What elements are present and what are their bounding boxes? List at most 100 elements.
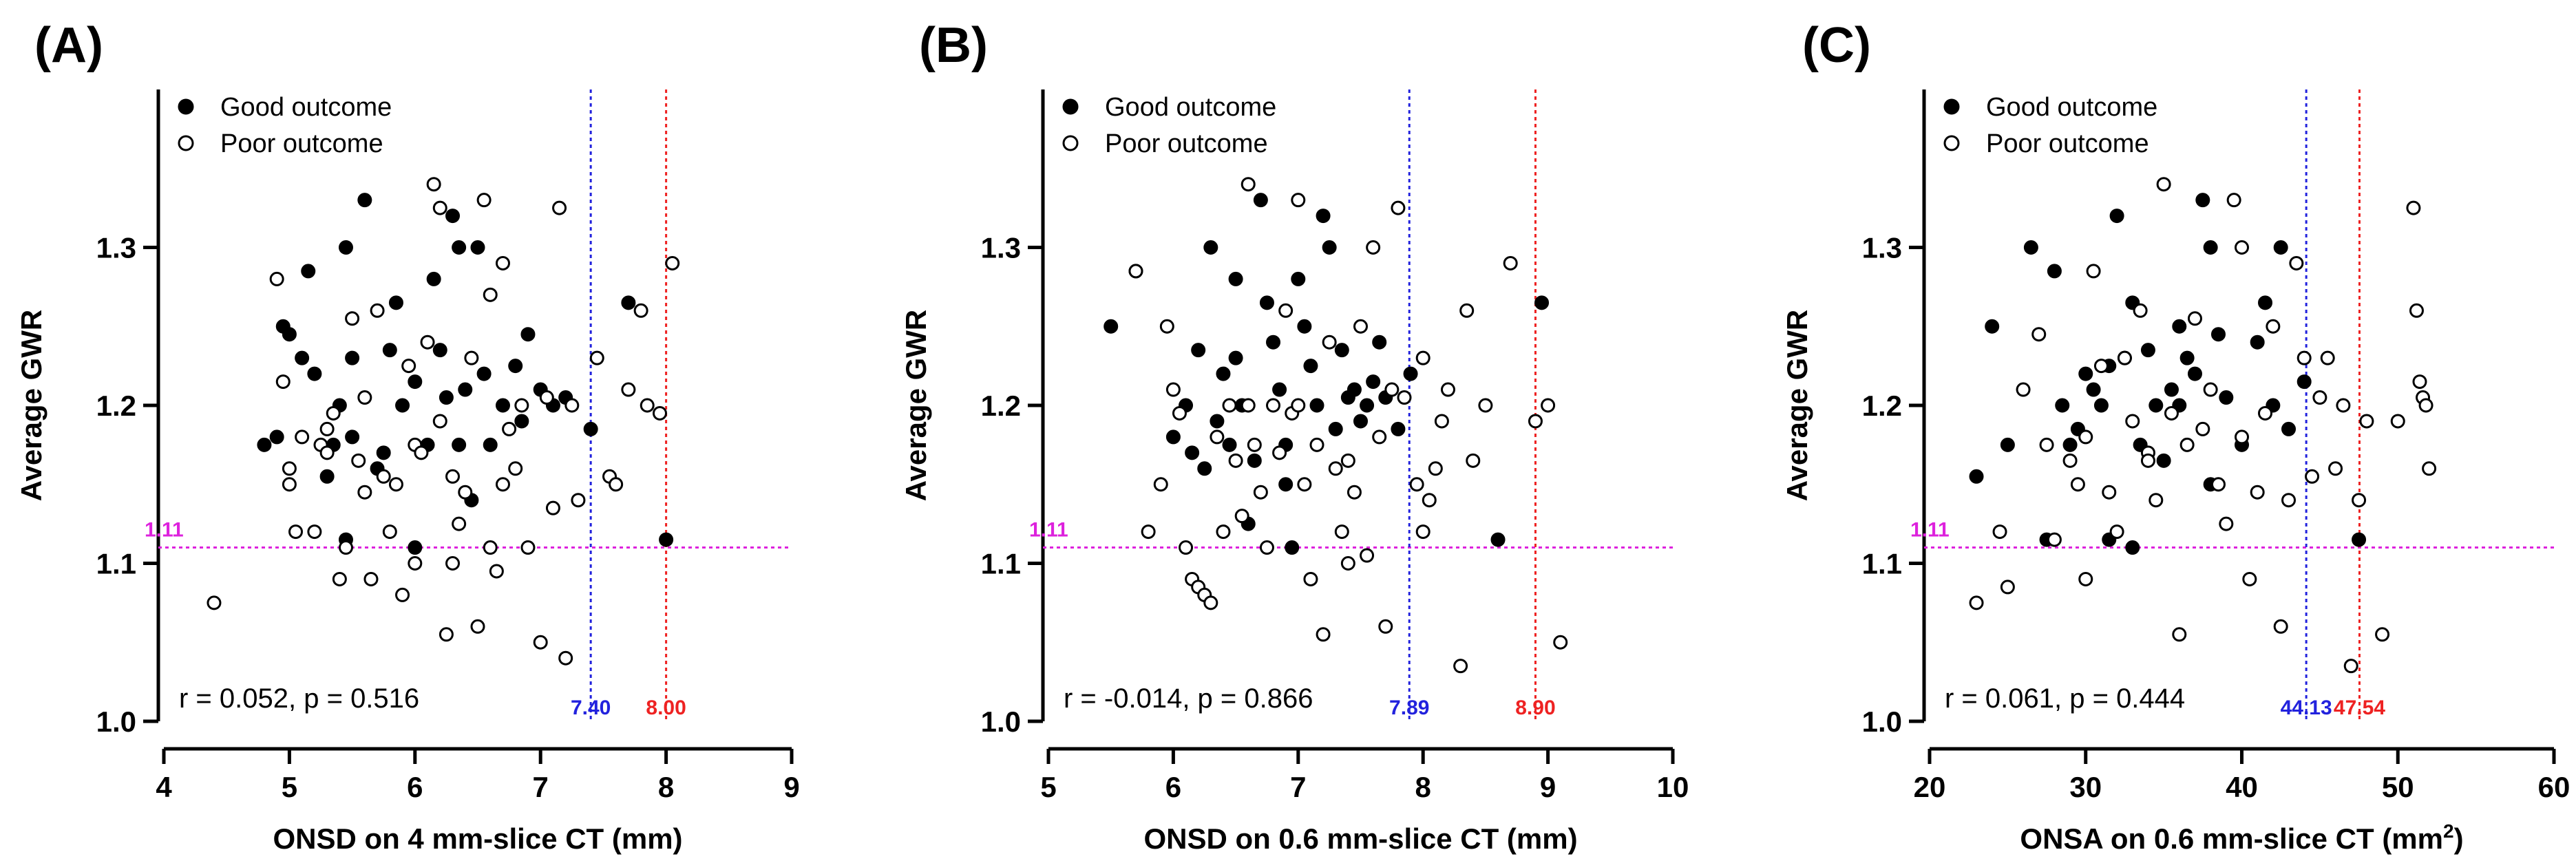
legend-poor-marker (1943, 135, 1960, 151)
poor-outcome-point (2297, 350, 2312, 365)
y-tick-label: 1.1 (1862, 548, 1902, 580)
good-outcome-point (2195, 193, 2210, 208)
y-axis-title: Average GWR (1781, 310, 1813, 502)
poor-outcome-point (326, 405, 341, 421)
x-tick-label: 60 (2538, 771, 2570, 803)
poor-outcome-point (1272, 445, 1287, 460)
x-axis-title-main: ONSD on 0.6 mm-slice CT (mm) (1143, 822, 1577, 855)
poor-outcome-point (1378, 619, 1393, 634)
good-outcome-point (1253, 193, 1268, 208)
good-outcome-point (2109, 209, 2124, 224)
good-outcome-point (319, 469, 335, 484)
poor-outcome-point (432, 200, 447, 215)
poor-outcome-point (452, 516, 467, 531)
poor-outcome-point (1422, 493, 1437, 508)
good-outcome-point (2125, 540, 2140, 555)
poor-outcome-point (2289, 255, 2304, 270)
poor-outcome-point (2187, 311, 2202, 326)
good-outcome-point (1303, 359, 1318, 374)
good-outcome-point (514, 414, 529, 429)
good-outcome-point (2210, 327, 2226, 342)
good-outcome-point (1403, 366, 1418, 381)
poor-outcome-point (319, 421, 335, 436)
good-outcome-point (1228, 271, 1243, 286)
good-outcome-point (1334, 343, 1349, 358)
x-axis-title-main: ONSA on 0.6 mm-slice CT (mm (2020, 822, 2443, 855)
poor-outcome-point (1128, 264, 1143, 279)
poor-outcome-point (1316, 627, 1331, 642)
poor-outcome-point (2140, 453, 2155, 468)
poor-outcome-point (665, 255, 680, 270)
poor-outcome-point (2179, 437, 2195, 452)
poor-outcome-point (357, 485, 372, 500)
good-outcome-point (408, 374, 423, 390)
poor-outcome-point (476, 193, 492, 208)
poor-outcome-point (495, 477, 510, 492)
panel-label: (A) (34, 18, 103, 73)
good-outcome-point (282, 327, 297, 342)
good-outcome-point (295, 350, 310, 365)
poor-outcome-point (2125, 414, 2140, 429)
legend-poor-marker (178, 135, 194, 151)
poor-outcome-point (1203, 595, 1218, 610)
poor-outcome-point (1309, 437, 1324, 452)
poor-outcome-point (508, 461, 523, 476)
poor-outcome-point (1428, 461, 1443, 476)
y-tick-label: 1.0 (981, 705, 1021, 738)
poor-outcome-point (445, 556, 461, 571)
good-outcome-point (1222, 437, 1237, 452)
good-outcome-point (1969, 469, 1984, 484)
poor-outcome-point (1366, 240, 1381, 255)
good-outcome-point (2164, 382, 2179, 397)
poor-outcome-point (1397, 390, 1412, 405)
poor-outcome-point (589, 350, 604, 365)
x-axis-title-main: ONSD on 4 mm-slice CT (mm) (273, 822, 682, 855)
good-outcome-point (2023, 240, 2038, 255)
poor-outcome-point (319, 445, 335, 460)
poor-outcome-point (1241, 177, 1256, 192)
good-outcome-point (2352, 532, 2367, 547)
poor-outcome-point (1969, 595, 1984, 610)
poor-outcome-point (388, 477, 403, 492)
poor-outcome-point (307, 524, 322, 540)
poor-outcome-point (2086, 264, 2101, 279)
x-tick-label: 8 (1415, 771, 1431, 803)
poor-outcome-point (1360, 548, 1375, 563)
good-outcome-point (2047, 264, 2062, 279)
good-outcome-point (2000, 437, 2015, 452)
poor-outcome-point (414, 445, 429, 460)
poor-outcome-point (571, 493, 586, 508)
y-tick-label: 1.0 (96, 705, 136, 738)
legend-good-label: Good outcome (220, 93, 392, 122)
good-outcome-point (1185, 445, 1200, 460)
good-outcome-point (376, 445, 391, 460)
good-outcome-point (388, 295, 403, 310)
horizontal-cutoff-label: 1.11 (1910, 519, 1950, 542)
poor-outcome-point (545, 500, 560, 515)
poor-outcome-point (357, 390, 372, 405)
good-outcome-point (1203, 240, 1218, 255)
good-outcome-point (1372, 334, 1387, 350)
poor-outcome-point (2328, 461, 2343, 476)
good-outcome-point (257, 437, 272, 452)
x-tick-label: 50 (2382, 771, 2414, 803)
poor-outcome-point (401, 359, 416, 374)
x-tick-label: 5 (282, 771, 297, 803)
legend-poor-label: Poor outcome (220, 129, 383, 158)
poor-outcome-point (332, 571, 347, 586)
legend-poor-label: Poor outcome (1986, 129, 2149, 158)
poor-outcome-point (2281, 493, 2297, 508)
poor-outcome-point (2093, 359, 2109, 374)
y-axis-title: Average GWR (900, 310, 932, 502)
x-axis-title-superscript: 2 (2443, 820, 2454, 842)
poor-outcome-point (1334, 524, 1349, 540)
x-tick-label: 4 (156, 771, 172, 803)
poor-outcome-point (2039, 437, 2054, 452)
poor-outcome-point (376, 469, 391, 484)
poor-outcome-point (1409, 477, 1424, 492)
poor-outcome-point (2109, 524, 2124, 540)
good-outcome-point (659, 532, 674, 547)
poor-outcome-point (1159, 319, 1174, 334)
poor-outcome-point (2031, 327, 2047, 342)
